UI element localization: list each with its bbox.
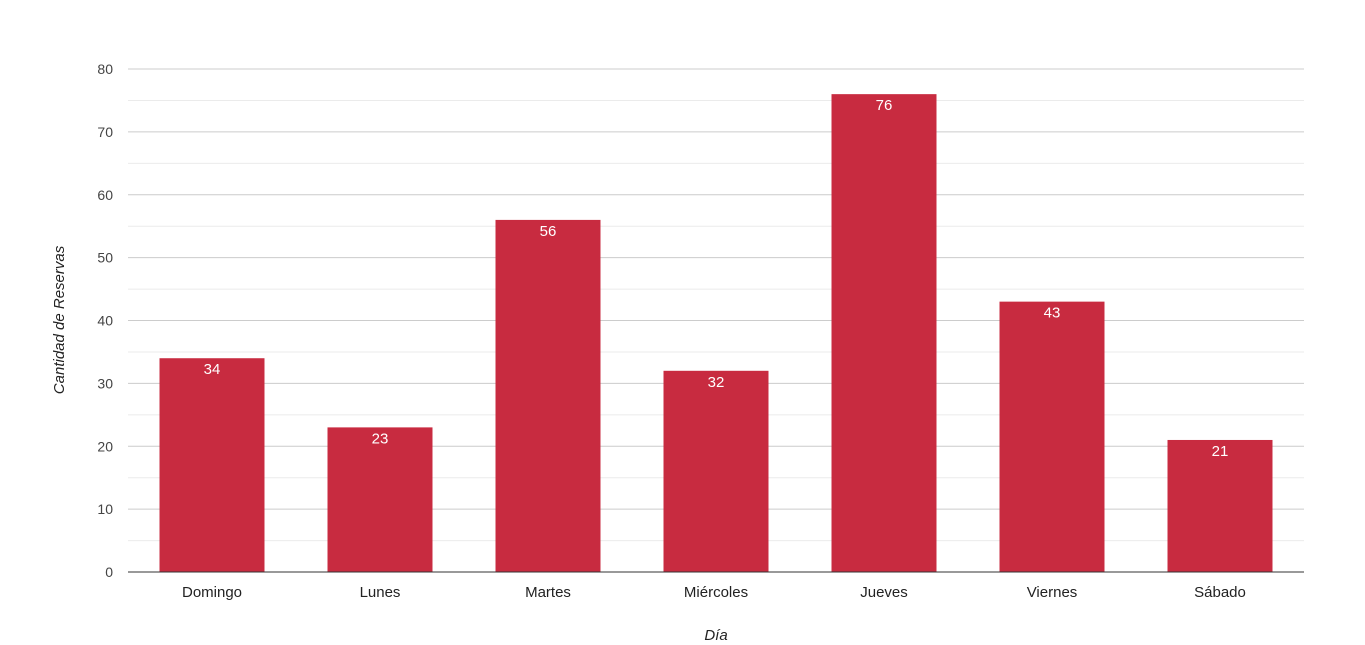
x-category-label: Viernes [1027, 584, 1078, 601]
bar [663, 370, 769, 572]
y-tick-label: 50 [97, 250, 113, 266]
bar [159, 358, 265, 572]
bar-value-label: 76 [876, 97, 893, 114]
y-tick-label: 60 [97, 187, 113, 203]
y-tick-label: 20 [97, 438, 113, 454]
y-tick-label: 40 [97, 313, 113, 329]
bar [495, 219, 601, 572]
x-category-label: Jueves [860, 584, 908, 601]
y-axis-title: Cantidad de Reservas [51, 245, 68, 394]
x-axis-labels: Domingo Lunes Martes Miércoles Jueves Viernes… [182, 584, 1246, 601]
bar-value-label: 34 [204, 361, 221, 378]
y-tick-label: 0 [105, 564, 113, 580]
bar [1167, 439, 1273, 572]
x-category-label: Martes [525, 584, 571, 601]
x-category-label: Sábado [1194, 584, 1246, 601]
x-axis-title: Día [704, 627, 727, 644]
x-category-label: Miércoles [684, 584, 748, 601]
bar-value-label: 23 [372, 430, 389, 447]
bar [831, 94, 937, 573]
bar [327, 427, 433, 572]
x-category-label: Lunes [360, 584, 401, 601]
bar-value-label: 32 [708, 374, 725, 391]
y-axis-ticks: 0 10 20 30 40 50 60 70 80 [97, 61, 113, 580]
bar [999, 301, 1105, 572]
bar-value-label: 21 [1212, 443, 1229, 460]
y-tick-label: 80 [97, 61, 113, 77]
bar-value-label: 56 [540, 223, 557, 240]
y-tick-label: 30 [97, 375, 113, 391]
y-tick-label: 10 [97, 501, 113, 517]
bars: 34 23 56 32 76 43 21 [159, 94, 1273, 573]
bar-value-label: 43 [1044, 305, 1061, 322]
y-tick-label: 70 [97, 124, 113, 140]
x-category-label: Domingo [182, 584, 242, 601]
